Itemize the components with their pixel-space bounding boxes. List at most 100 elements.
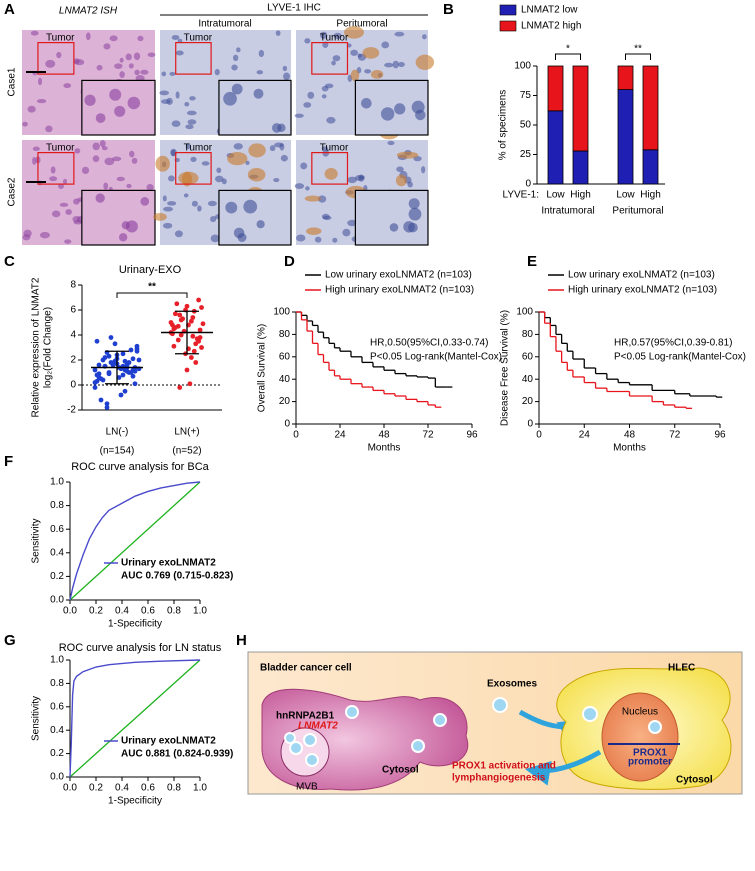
cell-nucleus [45,59,56,68]
panel-letter: H [236,632,247,649]
annotation: P<0.05 Log-rank(Mantel-Cox) [614,352,746,363]
n-label: (n=52) [172,446,201,457]
cell-nucleus [350,49,358,56]
stain [324,167,338,180]
y-tick-label: 0.8 [50,500,64,511]
annotation: HR,0.50(95%CI,0.33-0.74) [370,338,488,349]
vesicle [303,733,317,747]
tumor-label: Tumor [184,143,213,154]
cell-nucleus [161,71,167,77]
dot [122,388,128,394]
cell-nucleus [216,167,222,174]
x-tick-label: 24 [334,430,346,441]
cell-nucleus [159,90,170,96]
cell-nucleus [99,140,106,148]
roi-box [311,152,349,185]
x-tick-label: 1.0 [193,606,207,617]
cell-nucleus [92,155,100,163]
stain [343,26,365,39]
tumor-label: Tumor [46,143,75,154]
roc-curve [69,659,201,778]
cell-nucleus [342,228,351,237]
cell-nucleus [294,113,304,118]
dot [168,320,174,325]
y-tick-label: 0.4 [50,547,64,558]
dot [200,321,206,327]
n-label: (n=154) [100,446,135,457]
cell-nucleus [186,110,197,116]
cell-nucleus [171,120,181,127]
significance-label: ** [148,282,156,293]
y-tick-label: 2 [70,355,76,366]
cell-nucleus [104,157,115,166]
inset-cell [408,207,422,221]
cell-nucleus [22,234,31,241]
y-tick-label: 60 [279,351,291,362]
stain [362,47,380,59]
legend-label: LNMAT2 low [521,5,578,16]
vesicle [345,705,359,719]
bar-segment [617,89,634,185]
inset-cell [223,91,237,106]
inset-cell [253,88,264,99]
dot [124,362,130,368]
cell-nucleus [109,35,118,42]
inset-cell [109,88,122,101]
y-tick-label: 40 [522,374,534,385]
dot [178,317,184,323]
cell-nucleus [326,116,336,124]
roc-curve [69,481,201,601]
stain [415,54,435,71]
legend-label: High urinary exoLNMAT2 (n=103) [325,285,474,296]
cell-nucleus [126,183,132,189]
y-axis-title: Overall Survival (%) [257,324,268,412]
cell-nucleus [322,215,332,221]
stain [247,167,266,182]
cell-nucleus [392,60,399,69]
cell-nucleus [137,35,144,42]
cell-nucleus [103,182,109,190]
significance-label: ** [634,44,642,55]
significance-bracket [625,53,651,60]
inset [218,189,292,246]
legend-label: Low urinary exoLNMAT2 (n=103) [325,270,472,281]
dot [104,405,110,410]
cell-nucleus [171,35,180,40]
cell-nucleus [231,64,238,71]
y-tick-label: 100 [273,307,290,318]
stain [396,151,419,159]
cell-nucleus [103,43,111,50]
y-tick-label: 60 [522,351,534,362]
x-axis-title: Months [613,443,646,454]
cell-nucleus [116,176,125,182]
roi-box [37,152,75,185]
dot [196,338,202,344]
dot [191,348,197,354]
y-tick-label: 20 [279,396,291,407]
y-tick-label: 0 [527,419,533,430]
dot [187,381,193,387]
dot [197,335,203,340]
stain [370,69,384,79]
cell-nucleus [58,183,64,189]
stain [248,143,266,158]
x-tick-label: 0 [293,430,299,441]
stain [153,212,167,221]
mvb-label: MVB [296,782,318,793]
cell-nucleus [305,186,310,191]
x-axis-title: 1-Specificity [108,619,162,630]
cell-nucleus [167,175,175,182]
cell-nucleus [140,69,149,75]
legend-swatch [499,4,517,16]
bar-segment [617,65,634,91]
cell-nucleus [275,30,281,36]
roi-box [175,152,212,185]
cell-nucleus [421,166,426,174]
inset-cell [394,103,406,115]
exosome [492,697,508,713]
row-label: Case1 [7,67,18,96]
dot [175,337,181,343]
legend-label: Low urinary exoLNMAT2 (n=103) [568,270,715,281]
x-tick-label: 24 [579,430,591,441]
micrographs: Tumor Tumor Tumor Tumor Tumor Tumor [22,26,435,246]
